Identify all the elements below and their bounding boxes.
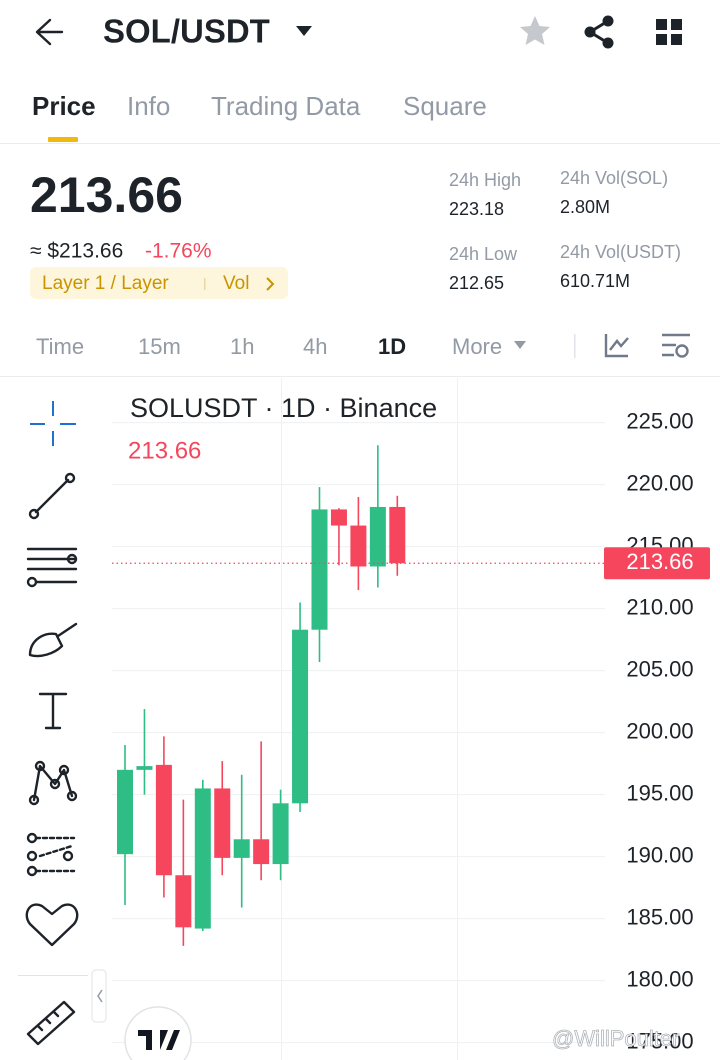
plot xyxy=(117,445,406,946)
y-tick-label: 200.00 xyxy=(626,718,693,743)
drawing-toolbar xyxy=(18,401,88,1046)
y-tick-label: 220.00 xyxy=(626,470,693,495)
candle-body xyxy=(194,788,211,929)
divider xyxy=(0,143,720,144)
tag-extra[interactable]: Vol xyxy=(223,273,249,294)
legend-price: 213.66 xyxy=(128,437,201,464)
stat-value: 2.80M xyxy=(560,197,610,217)
stat-value: 610.71M xyxy=(560,271,630,291)
tab[interactable]: Price xyxy=(32,91,96,121)
more-dropdown[interactable] xyxy=(514,341,526,349)
timeframe[interactable]: More xyxy=(452,334,502,359)
y-tick-label: 205.00 xyxy=(626,656,693,681)
fiat-price: ≈ $213.66 xyxy=(30,240,123,263)
back-button[interactable] xyxy=(35,18,64,46)
timeframe[interactable]: 15m xyxy=(138,334,181,359)
chart-layer: 175.00 180.00 185.00 190.00 195.00 200.00 205.… xyxy=(112,408,710,1053)
candle-body xyxy=(136,766,153,770)
projection-tool[interactable] xyxy=(26,832,76,877)
tradingview-logo xyxy=(124,1006,192,1060)
candle-body xyxy=(311,509,328,630)
stat-label: 24h Vol(SOL) xyxy=(560,168,668,188)
crosshair-tool[interactable] xyxy=(30,401,76,446)
candle-body xyxy=(369,506,386,567)
y-tick-label: 190.00 xyxy=(626,842,693,867)
candle-body xyxy=(330,509,347,526)
candle-body xyxy=(117,769,133,855)
brush-tool[interactable] xyxy=(28,622,78,658)
timeframe[interactable]: 1D xyxy=(378,334,406,359)
last-price-box xyxy=(604,547,710,580)
tag-arrow xyxy=(266,277,275,291)
stat-value: 212.65 xyxy=(449,273,504,293)
price-change: -1.76% xyxy=(145,240,212,263)
candle-body xyxy=(272,803,289,865)
favorite-star[interactable] xyxy=(520,16,550,45)
candle-body xyxy=(350,525,367,567)
candle-body xyxy=(155,764,172,876)
stat-label: 24h Low xyxy=(449,244,518,264)
timeframe[interactable]: 1h xyxy=(230,334,254,359)
divider xyxy=(0,376,720,377)
last-price-label: 213.66 xyxy=(626,549,693,574)
candle-body xyxy=(253,839,270,865)
y-tick-label: 175.00 xyxy=(626,1028,693,1053)
last-price: 213.66 xyxy=(30,167,183,223)
candle-body xyxy=(175,875,192,928)
candle-body xyxy=(389,506,406,564)
toolbar-collapse[interactable] xyxy=(91,969,107,1023)
divider xyxy=(574,334,576,358)
vertical-grid-line xyxy=(281,378,282,1060)
settings-button[interactable] xyxy=(662,333,690,358)
candle-body xyxy=(214,788,231,858)
tag-box[interactable] xyxy=(30,267,288,299)
y-tick-label: 225.00 xyxy=(626,408,693,433)
watermark: @WillPoulter xyxy=(552,1026,679,1051)
fib-tool[interactable] xyxy=(26,547,78,588)
chart-legend: SOLUSDT · 1D · Binance xyxy=(130,393,437,423)
pattern-tool[interactable] xyxy=(28,760,78,806)
candle-body xyxy=(233,839,250,858)
tab[interactable]: Trading Data xyxy=(211,91,361,121)
stat-label: 24h Vol(USDT) xyxy=(560,242,681,262)
favorites-tool[interactable] xyxy=(25,903,79,947)
y-tick-label: 185.00 xyxy=(626,904,693,929)
tag-separator xyxy=(204,278,206,290)
stat-value: 223.18 xyxy=(449,199,504,219)
tab[interactable]: Square xyxy=(403,91,487,121)
y-tick-label: 210.00 xyxy=(626,594,693,619)
vertical-grid-line xyxy=(457,378,458,1060)
timeframe[interactable]: 4h xyxy=(303,334,327,359)
menu-grid[interactable] xyxy=(656,19,682,45)
indicator-button[interactable] xyxy=(604,334,629,358)
candle-body xyxy=(292,629,309,804)
line-tool[interactable] xyxy=(28,472,76,520)
stat-label: 24h High xyxy=(449,170,521,190)
y-tick-label: 180.00 xyxy=(626,966,693,991)
timeframe[interactable]: Time xyxy=(36,334,84,359)
share-button[interactable] xyxy=(584,15,614,49)
ruler-tool[interactable] xyxy=(26,1000,76,1046)
tab[interactable]: Info xyxy=(127,91,170,121)
pair-title[interactable]: SOL/USDT xyxy=(103,13,270,50)
tag[interactable]: Layer 1 / Layer xyxy=(42,273,169,294)
tab-indicator xyxy=(48,137,78,142)
text-tool[interactable] xyxy=(38,692,68,730)
pair-dropdown[interactable] xyxy=(296,26,312,36)
y-tick-label: 195.00 xyxy=(626,780,693,805)
